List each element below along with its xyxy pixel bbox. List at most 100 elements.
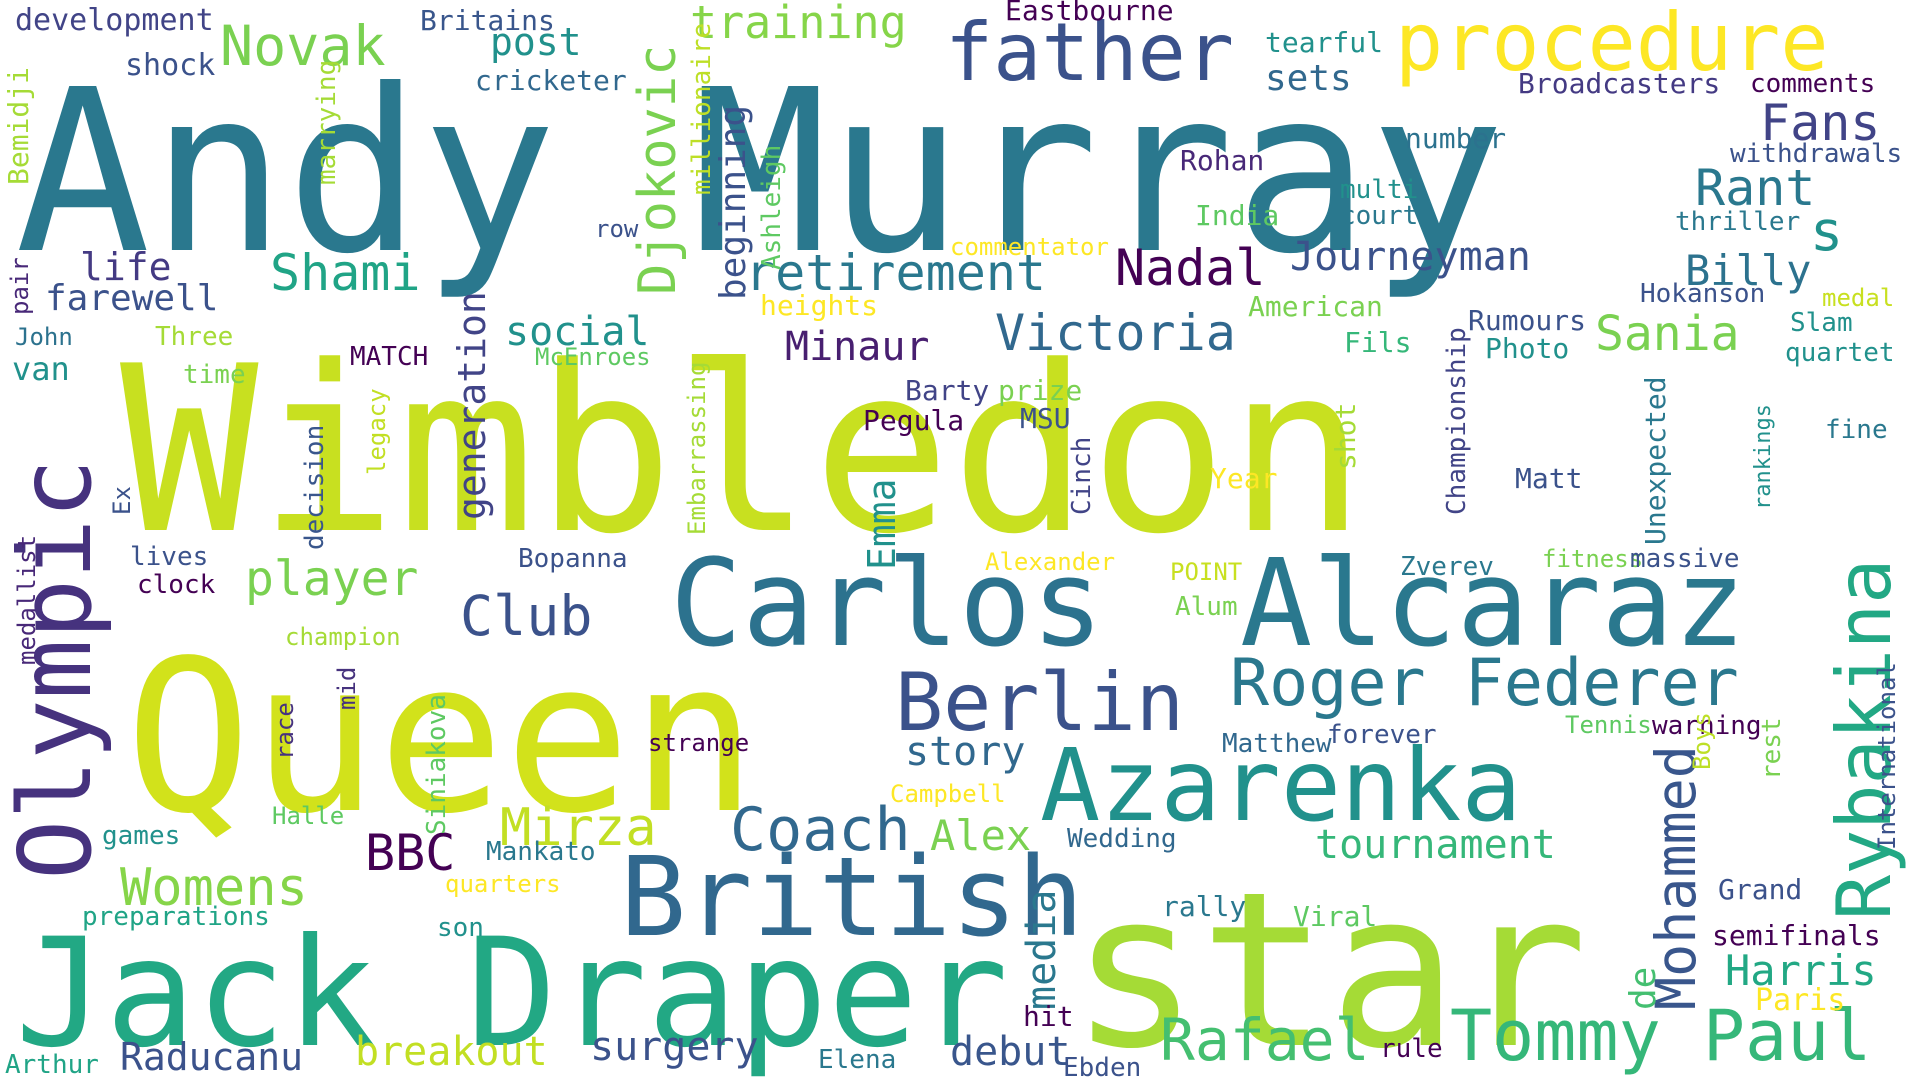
cloud-word: rally [1162,890,1246,923]
cloud-word: development [15,3,214,38]
cloud-word: Mankato [486,837,596,867]
cloud-word: Campbell [890,780,1006,808]
cloud-word: rule [1380,1034,1443,1064]
cloud-word: John [15,323,73,351]
cloud-word: Bemidji [2,67,35,185]
cloud-word: Nadal [1115,239,1266,297]
cloud-word: shot [1329,403,1362,470]
cloud-word: Club [460,584,592,648]
cloud-word: massive [1630,544,1740,574]
cloud-word: Matthew [1222,729,1332,759]
cloud-word: Shami [270,244,421,302]
cloud-word: Unexpected [1639,376,1672,545]
cloud-word: games [102,821,180,851]
cloud-word: Victoria [995,304,1236,362]
cloud-word: Alum [1175,592,1238,622]
cloud-word: Rumours [1468,304,1586,337]
cloud-word: Matt [1515,462,1582,495]
cloud-word: Raducanu [120,1035,303,1079]
cloud-word: Elena [818,1045,896,1075]
cloud-word: generation [450,291,494,520]
cloud-word: Zverev [1400,552,1494,582]
cloud-word: Three [155,322,233,352]
cloud-word: Championship [1442,327,1472,515]
cloud-word: Cinch [1067,437,1097,515]
cloud-word: row [595,215,639,243]
cloud-word: procedure [1395,0,1828,89]
cloud-word: International [1873,662,1901,850]
cloud-word: Rant [1695,159,1815,217]
cloud-word: Alex [930,811,1031,860]
cloud-word: Halle [272,802,344,830]
cloud-word: court [1340,201,1418,231]
cloud-word: Mohammed [1644,745,1708,1010]
cloud-word: multi [1340,175,1418,205]
cloud-word: de [1623,967,1664,1010]
cloud-word: Broadcasters [1518,67,1720,100]
cloud-word: POINT [1170,558,1242,586]
cloud-word: social [505,309,650,355]
cloud-word: Berlin [895,656,1184,749]
cloud-word: Novak [220,14,386,78]
cloud-word: quarters [445,870,561,898]
cloud-word: sets [1265,58,1352,99]
cloud-word: Womens [120,858,308,918]
cloud-word: Rybakina [1820,559,1908,920]
cloud-word: cricketer [475,64,627,97]
cloud-word: Photo [1485,332,1569,365]
cloud-word: commentator [950,233,1109,261]
cloud-word: marrying [312,60,342,185]
cloud-word: rest [1757,717,1787,780]
cloud-word: millionaire [687,23,717,195]
cloud-word: Mirza [500,798,657,858]
cloud-word: father [945,6,1234,99]
cloud-word: Viral [1293,900,1377,933]
cloud-word: American [1248,290,1383,323]
cloud-word: fine [1825,415,1888,445]
cloud-word: Ebden [1063,1053,1141,1080]
cloud-word: fitness [1542,545,1643,573]
cloud-word: Rohan [1180,144,1264,177]
cloud-word: Jack Draper [15,907,1008,1080]
cloud-word: medal [1822,284,1894,312]
cloud-word: Ashleigh [757,145,787,270]
cloud-word: Arthur [5,1050,99,1080]
cloud-word: post [490,20,582,64]
cloud-word: McEnroes [535,343,651,371]
cloud-word: Billy [1685,246,1811,295]
cloud-word: Coach [730,795,911,865]
cloud-word: pair [6,257,34,315]
cloud-word: Wimbledon [120,318,1366,585]
cloud-word: son [437,913,484,943]
cloud-word: Paris [1755,983,1845,1018]
cloud-word: number [1405,122,1506,155]
cloud-word: Sania [1595,306,1740,362]
cloud-word: heights [760,289,878,322]
cloud-word: media [1019,890,1065,1010]
cloud-word: life [80,245,172,289]
cloud-word: Eastbourne [1005,0,1174,27]
cloud-word: Andy Murray [15,42,1505,304]
cloud-word: Wedding [1067,824,1177,854]
cloud-word: rankings [1751,404,1776,510]
cloud-word: Boys [1688,712,1716,770]
cloud-word: Emma [860,478,904,570]
cloud-word: comments [1750,69,1875,99]
cloud-word: race [271,702,299,760]
cloud-word: clock [137,570,216,600]
cloud-word: Siniakova [422,694,452,835]
cloud-word: Roger Federer [1230,646,1739,721]
cloud-word: prize [998,374,1082,407]
cloud-word: Embarrassing [683,362,711,535]
cloud-word: forever [1327,720,1437,750]
cloud-word: withdrawals [1730,139,1902,169]
cloud-word: time [183,360,246,390]
cloud-word: Grand [1718,873,1802,906]
cloud-word: champion [285,623,401,651]
cloud-word: training [690,0,907,49]
cloud-word: Alcaraz [1240,535,1746,674]
cloud-word: story [905,729,1025,775]
cloud-word: Fans [1760,94,1880,152]
cloud-word: Tommy Paul [1450,995,1871,1077]
